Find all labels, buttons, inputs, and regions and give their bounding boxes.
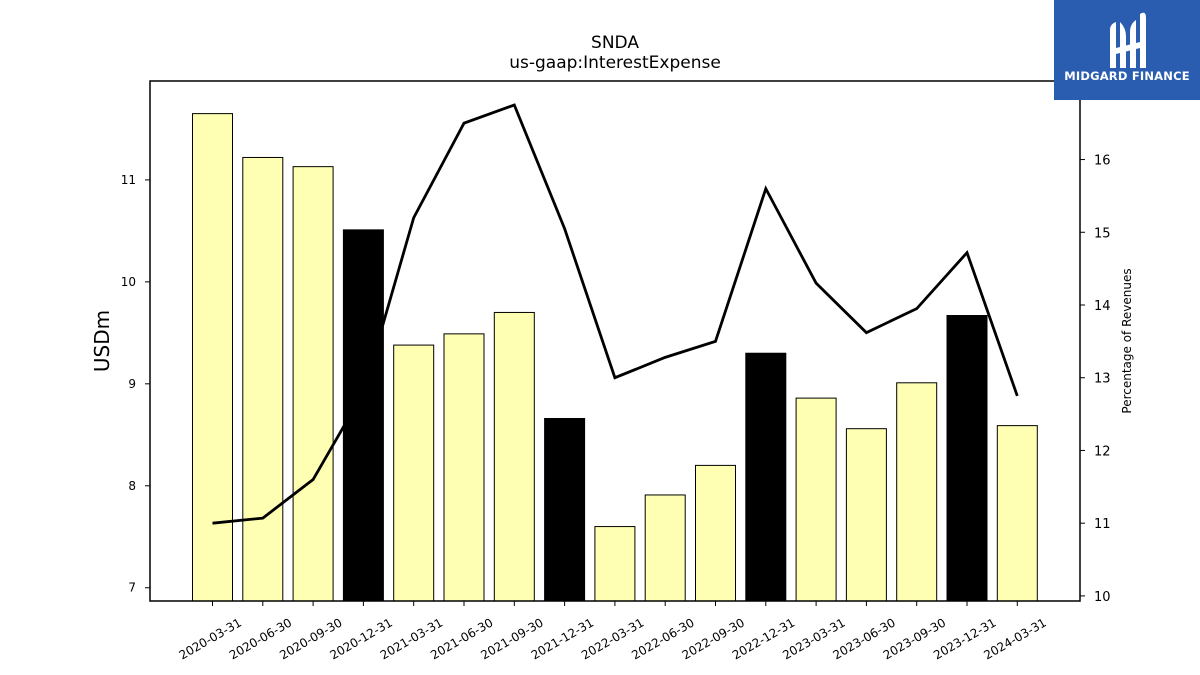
y-tick-label: 11 (121, 173, 136, 187)
y-right-tick-label: 11 (1094, 517, 1111, 532)
series-line (212, 103, 1019, 525)
bar (996, 425, 1038, 602)
plot-frame (149, 80, 1081, 602)
bar (745, 352, 787, 602)
y-right-tick-label: 10 (1094, 590, 1111, 605)
chart-subtitle: us-gaap:InterestExpense (509, 53, 721, 73)
y-right-tick-label: 13 (1094, 372, 1111, 387)
bar (493, 311, 535, 602)
bar (242, 156, 284, 602)
x-axis: 2020-03-312020-06-302020-09-302020-12-31… (177, 601, 1049, 662)
bar (594, 526, 636, 602)
bar (795, 397, 837, 602)
line-group (212, 103, 1019, 525)
y-right-tick-label: 12 (1094, 444, 1111, 459)
logo-text: MIDGARD FINANCE (1064, 69, 1190, 83)
bar (896, 382, 938, 602)
bar (443, 333, 485, 602)
bar (695, 464, 736, 602)
y-tick-label: 10 (121, 275, 136, 289)
y-right-tick-label: 15 (1094, 226, 1111, 241)
y-right-tick-label: 16 (1094, 154, 1111, 169)
y-tick-label: 9 (128, 377, 136, 391)
bar (946, 315, 988, 602)
y-axis-right: 10 11 12 13 14 15 16 (1080, 154, 1111, 605)
bar (544, 417, 586, 602)
brand-logo: MIDGARD FINANCE (1054, 0, 1200, 100)
y-tick-label: 7 (128, 581, 136, 595)
y-axis-left: 7 8 9 10 11 (121, 173, 150, 595)
chart-title: SNDA (591, 33, 639, 53)
bar (292, 166, 334, 602)
bar (393, 344, 435, 602)
y-right-tick-label: 14 (1094, 299, 1111, 314)
bar (845, 428, 887, 602)
midgard-logo-icon (1110, 12, 1146, 69)
y-tick-label: 8 (128, 479, 136, 493)
bar (192, 113, 233, 602)
bar-group (192, 113, 1038, 602)
y-axis-label-right: Percentage of Revenues (1120, 268, 1134, 413)
y-axis-label-left: USDm (90, 310, 114, 372)
bar (644, 494, 686, 602)
